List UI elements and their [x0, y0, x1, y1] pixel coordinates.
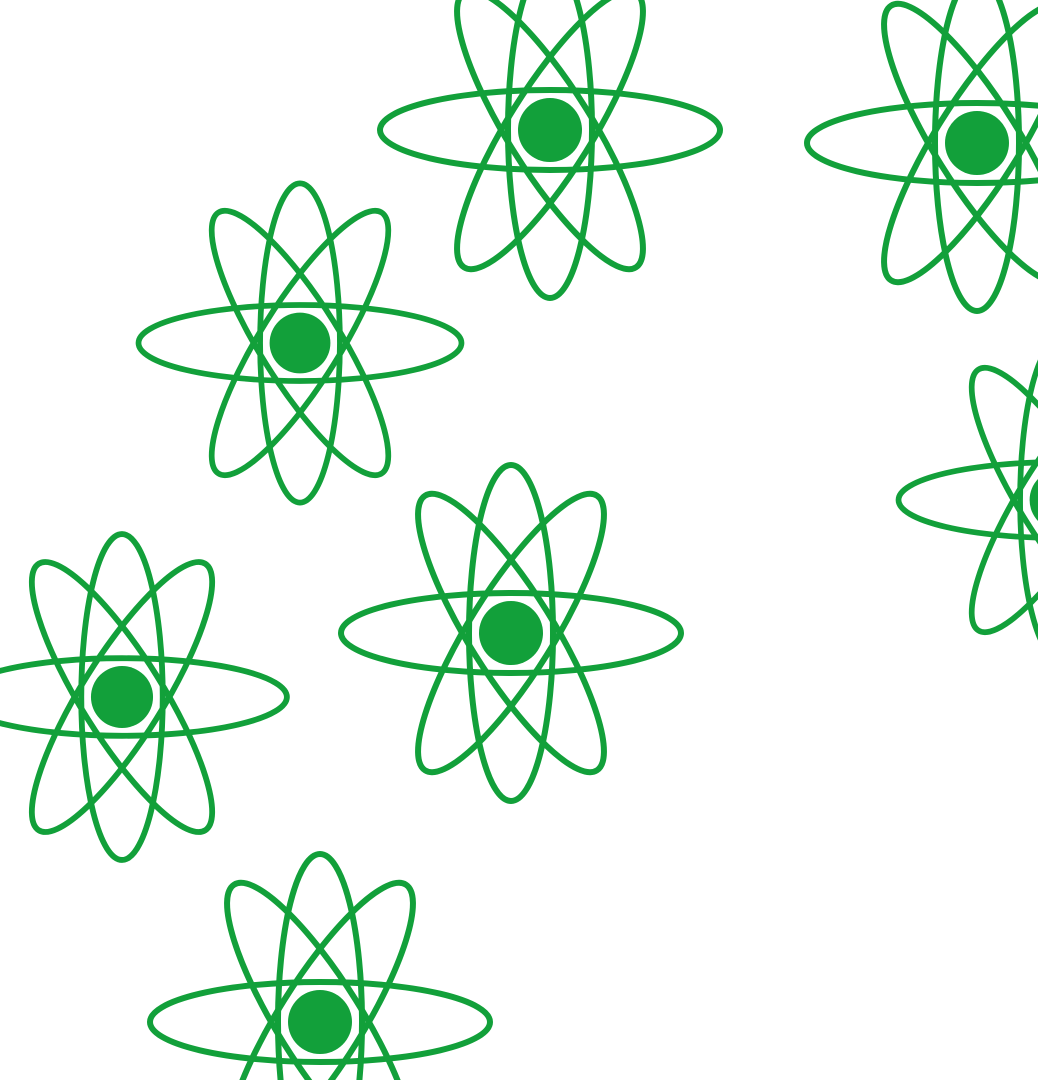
atom [899, 340, 1038, 659]
atom [150, 854, 490, 1080]
atom [380, 0, 720, 298]
atom [0, 534, 287, 860]
atom [341, 465, 681, 801]
atom [807, 0, 1038, 311]
atom [138, 183, 461, 502]
